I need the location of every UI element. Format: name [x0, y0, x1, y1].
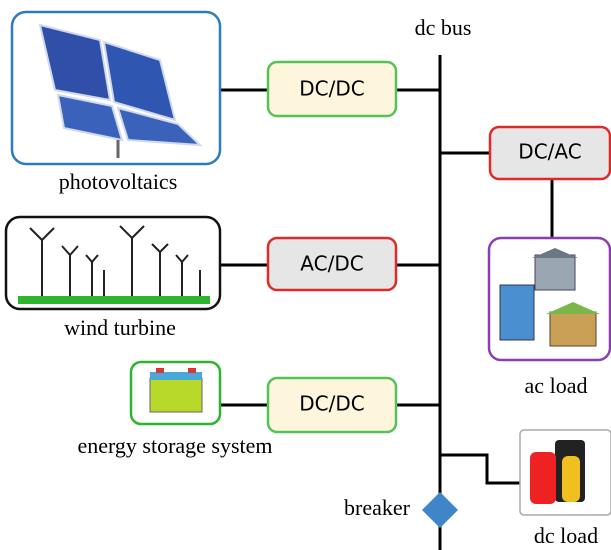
- converter-label: AC/DC: [300, 252, 363, 276]
- source-label: photovoltaics: [59, 169, 178, 194]
- converter-label: DC/DC: [299, 77, 364, 101]
- diagram: dc bus photovoltaics wind turbine: [0, 0, 611, 550]
- source-label: energy storage system: [77, 433, 272, 458]
- battery-icon: [150, 368, 202, 412]
- source-label: wind turbine: [64, 315, 176, 340]
- ac-load-label: ac load: [525, 373, 588, 398]
- converter-label: DC/DC: [299, 392, 364, 416]
- wind-box: [6, 217, 220, 309]
- breaker-symbol: [422, 492, 458, 528]
- breaker-label: breaker: [344, 495, 411, 520]
- converter-label: DC/AC: [518, 140, 581, 164]
- dc-load-label: dc load: [534, 523, 598, 548]
- bus-label: dc bus: [415, 15, 472, 40]
